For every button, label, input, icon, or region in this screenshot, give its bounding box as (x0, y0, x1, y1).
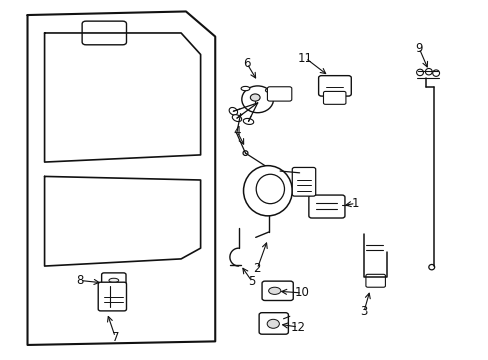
Ellipse shape (243, 166, 292, 216)
Text: 8: 8 (76, 274, 83, 287)
FancyBboxPatch shape (308, 195, 344, 218)
FancyBboxPatch shape (323, 91, 345, 104)
FancyBboxPatch shape (262, 281, 293, 301)
FancyBboxPatch shape (267, 87, 291, 101)
Text: 2: 2 (253, 262, 261, 275)
Text: 1: 1 (351, 197, 359, 210)
Text: 9: 9 (414, 41, 422, 54)
Text: 12: 12 (290, 320, 305, 333)
Text: 4: 4 (233, 125, 241, 138)
Ellipse shape (109, 278, 119, 283)
FancyBboxPatch shape (82, 21, 126, 45)
Ellipse shape (250, 94, 260, 101)
FancyBboxPatch shape (292, 167, 315, 196)
Ellipse shape (416, 69, 423, 76)
FancyBboxPatch shape (102, 273, 126, 288)
FancyBboxPatch shape (98, 282, 126, 311)
Ellipse shape (232, 115, 241, 122)
Text: 10: 10 (294, 287, 309, 300)
FancyBboxPatch shape (318, 76, 350, 96)
Ellipse shape (243, 151, 247, 156)
Ellipse shape (243, 118, 253, 125)
Ellipse shape (265, 88, 274, 93)
Text: 3: 3 (360, 305, 367, 318)
Ellipse shape (268, 287, 280, 294)
Ellipse shape (256, 174, 284, 204)
Text: 5: 5 (247, 275, 255, 288)
Ellipse shape (425, 68, 431, 75)
Text: 7: 7 (111, 330, 119, 343)
Ellipse shape (229, 107, 237, 115)
Ellipse shape (242, 86, 273, 113)
Ellipse shape (241, 86, 249, 91)
Ellipse shape (266, 319, 279, 328)
Ellipse shape (432, 70, 439, 76)
FancyBboxPatch shape (259, 313, 288, 334)
Text: 6: 6 (243, 57, 250, 70)
Text: 11: 11 (297, 51, 312, 64)
Ellipse shape (428, 265, 434, 270)
FancyBboxPatch shape (365, 274, 385, 287)
